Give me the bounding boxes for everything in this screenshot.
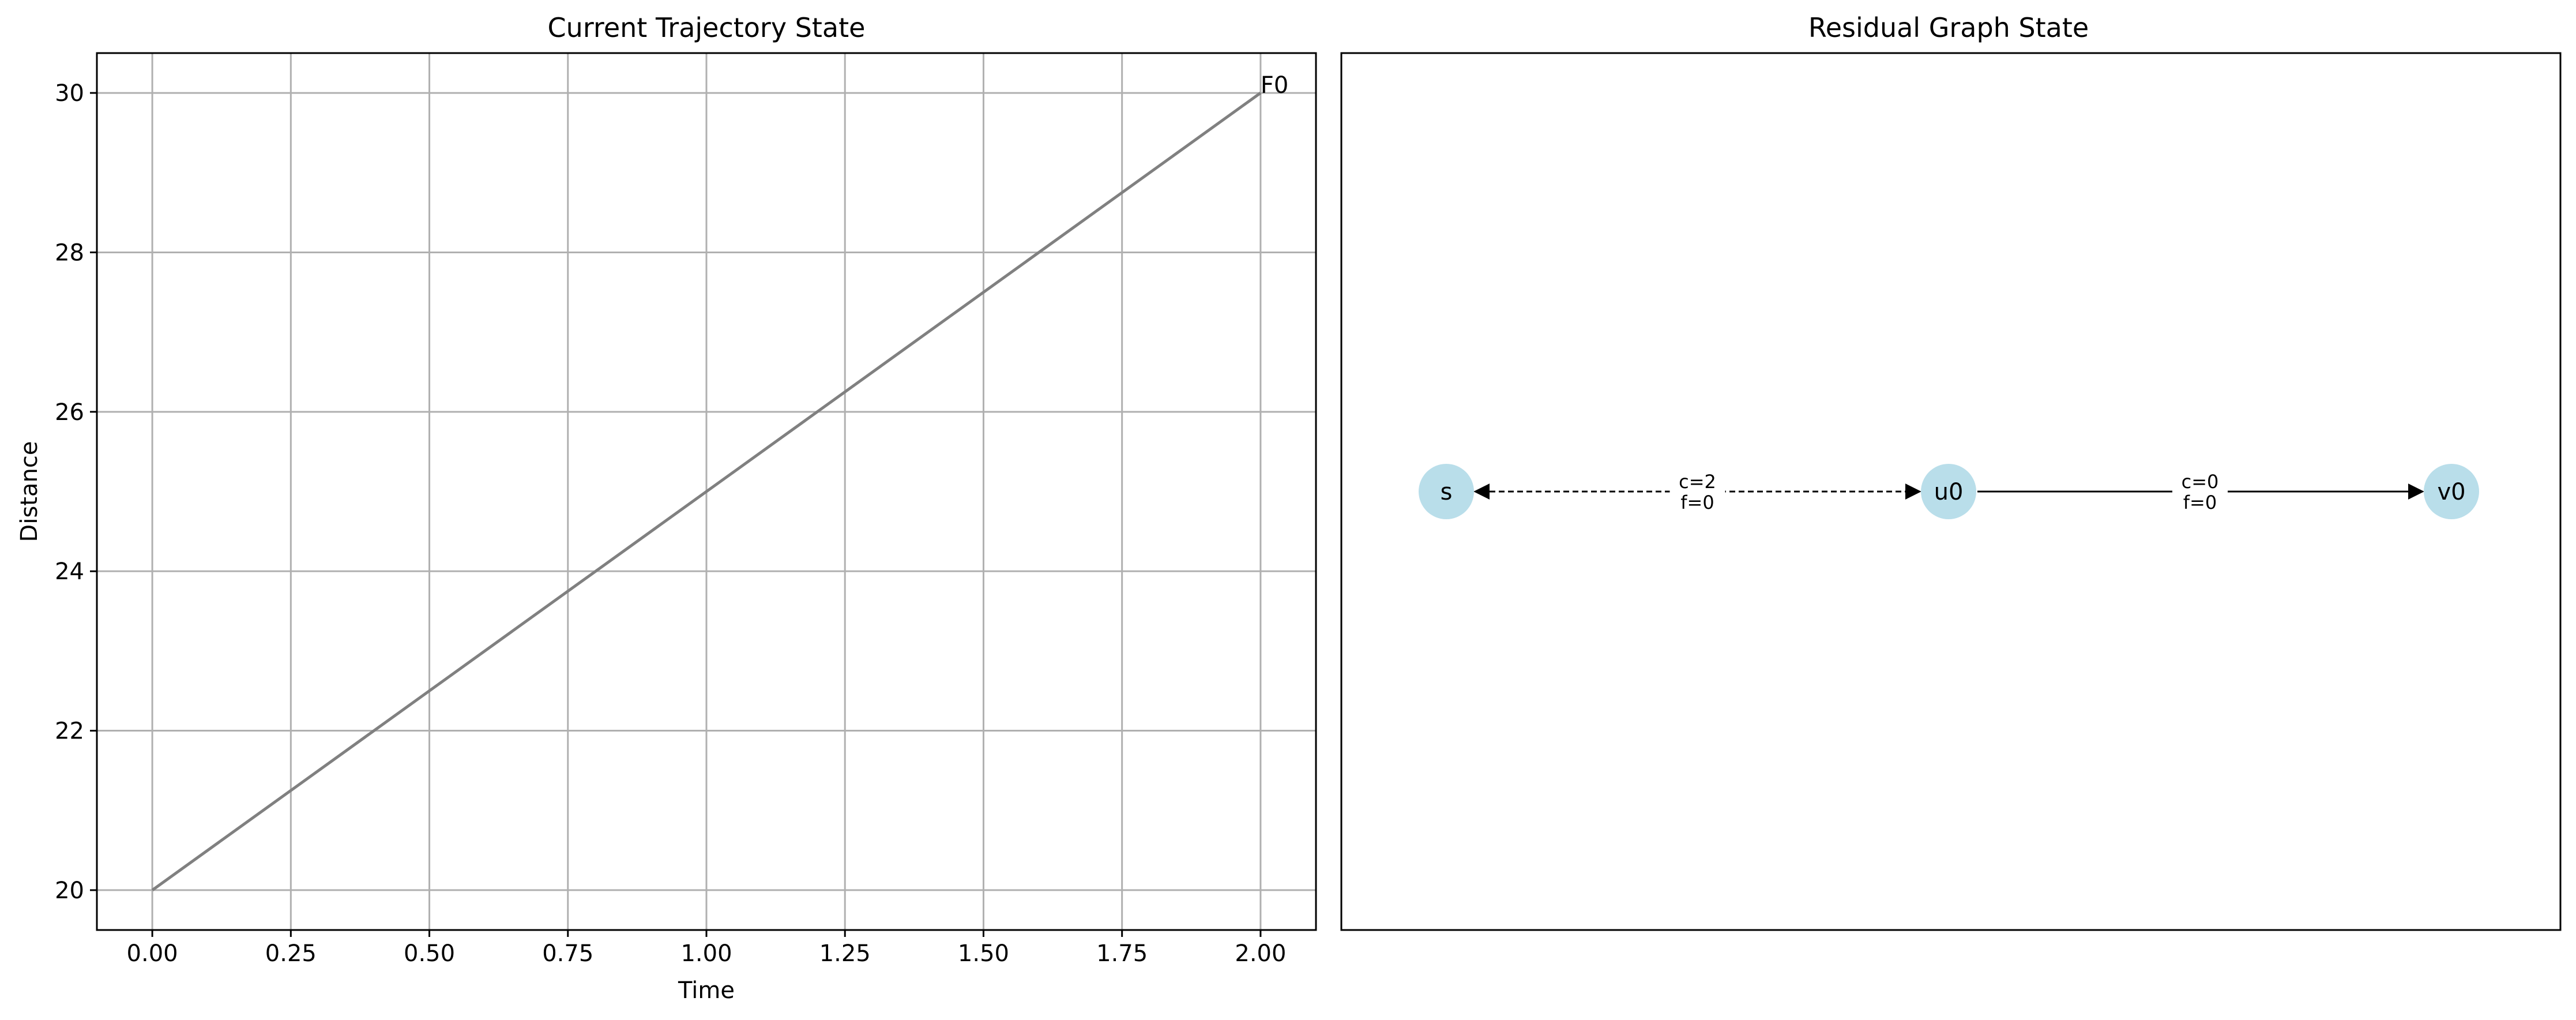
node-v0 xyxy=(2424,464,2479,519)
node-label-s: s xyxy=(1441,479,1453,505)
y-tick-label: 20 xyxy=(55,877,84,904)
y-axis-ticks: 20 22 24 26 28 30 xyxy=(55,80,97,904)
edge-label-flow: f=0 xyxy=(1680,492,1714,513)
x-tick-label: 1.00 xyxy=(680,940,732,967)
y-tick-label: 22 xyxy=(55,718,84,745)
node-label-u0: u0 xyxy=(1934,479,1964,505)
residual-graph-title: Residual Graph State xyxy=(1808,12,2089,43)
node-s xyxy=(1419,464,1474,519)
x-axis-label: Time xyxy=(678,977,735,1004)
x-tick-label: 0.75 xyxy=(542,940,593,967)
y-axis-label: Distance xyxy=(16,441,43,542)
graph-nodes: s u0 v0 xyxy=(1419,464,2479,519)
edge-label-capacity: c=2 xyxy=(1679,471,1716,493)
y-tick-label: 28 xyxy=(55,239,84,266)
edge-label-flow: f=0 xyxy=(2183,492,2217,513)
residual-graph-frame xyxy=(1340,52,2562,931)
edge-label-bg xyxy=(2172,468,2228,515)
trajectory-series xyxy=(151,92,1262,891)
node-u0 xyxy=(1921,464,1976,519)
series-line-f0 xyxy=(151,92,1262,891)
x-tick-label: 1.75 xyxy=(1096,940,1148,967)
x-tick-label: 1.25 xyxy=(819,940,871,967)
series-annotation-f0: F0 xyxy=(1261,72,1288,99)
x-axis-ticks: 0.00 0.25 0.50 0.75 1.00 1.25 1.50 1.75 2.00 xyxy=(127,930,1286,967)
x-tick-label: 2.00 xyxy=(1235,940,1286,967)
edge-label-capacity: c=0 xyxy=(2182,471,2219,493)
edge-label-bg xyxy=(1669,468,1725,515)
x-tick-label: 0.25 xyxy=(265,940,317,967)
trajectory-chart: Current Trajectory State F0 0.00 0.25 0.50… xyxy=(16,12,1317,1004)
graph-edge-labels: c=2f=0c=0f=0 xyxy=(1669,468,2228,515)
trajectory-chart-title: Current Trajectory State xyxy=(548,12,866,43)
x-tick-label: 1.50 xyxy=(958,940,1009,967)
residual-graph: Residual Graph State s u0 v0 c=2f=0c=0f=0 xyxy=(1340,12,2562,931)
node-label-v0: v0 xyxy=(2437,479,2465,505)
y-tick-label: 26 xyxy=(55,399,84,426)
x-tick-label: 0.00 xyxy=(127,940,178,967)
y-tick-label: 24 xyxy=(55,558,84,585)
y-tick-label: 30 xyxy=(55,80,84,107)
x-tick-label: 0.50 xyxy=(404,940,455,967)
